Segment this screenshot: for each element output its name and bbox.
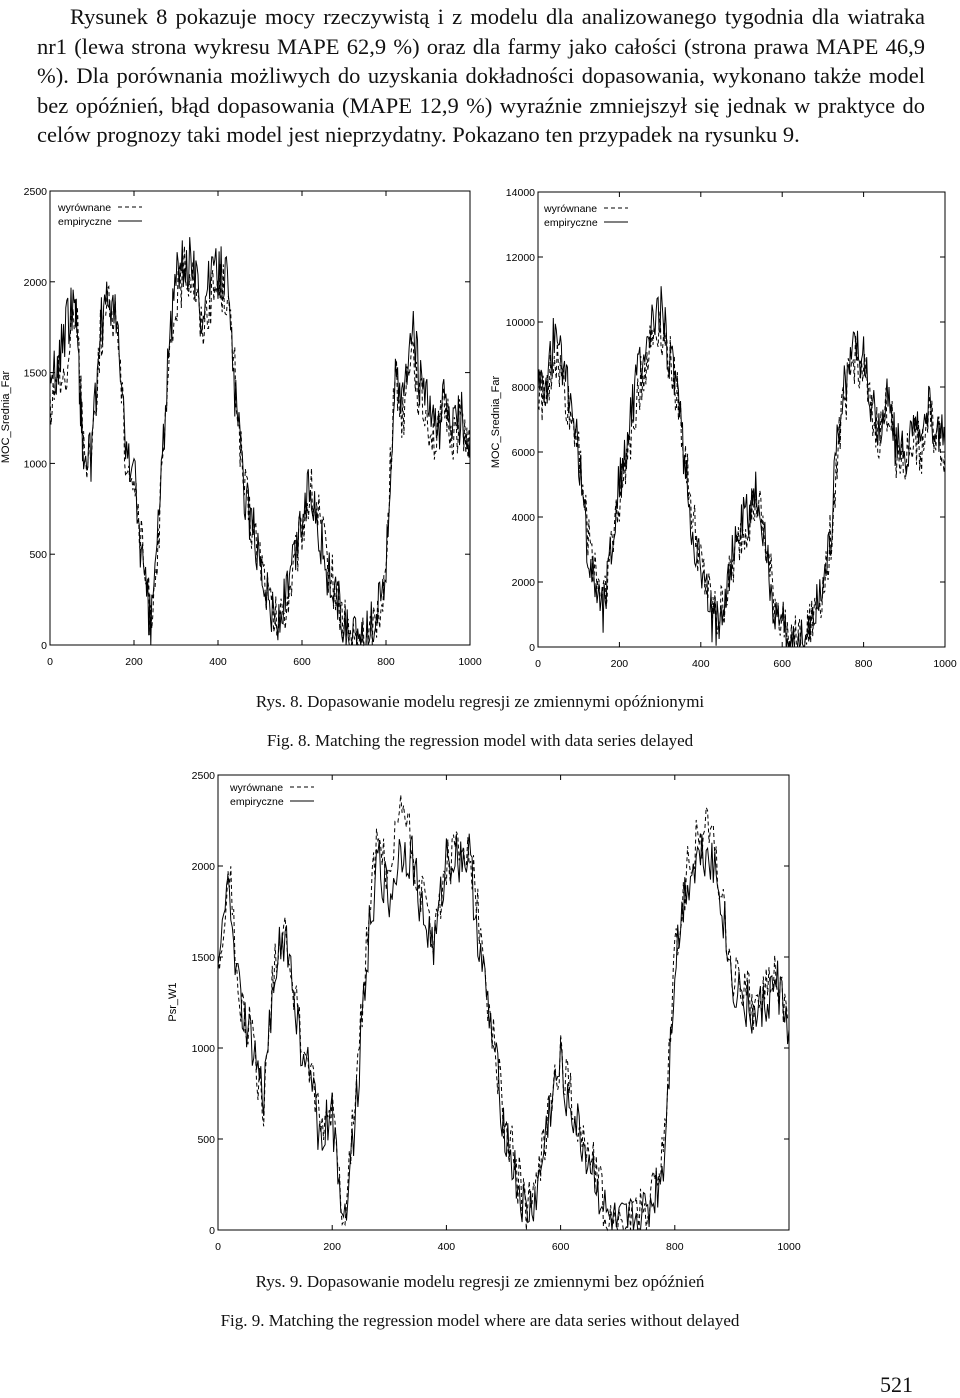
x-tick-label: 400 bbox=[209, 656, 227, 668]
x-tick-label: 800 bbox=[666, 1241, 684, 1253]
y-tick-label: 4000 bbox=[512, 512, 536, 524]
y-tick-label: 0 bbox=[41, 640, 47, 652]
x-tick-label: 1000 bbox=[933, 658, 957, 670]
plot-frame bbox=[537, 191, 946, 648]
series-wyrownane-line bbox=[217, 794, 790, 1232]
x-tick-label: 800 bbox=[377, 656, 395, 668]
y-tick-label: 0 bbox=[529, 642, 535, 654]
y-tick-label: 2500 bbox=[24, 186, 48, 198]
legend-label: empiryczne bbox=[58, 216, 112, 228]
y-axis-label: MOC_Srednia_Far bbox=[0, 371, 12, 464]
series-empiryczne-line bbox=[49, 237, 471, 646]
legend-label: wyrównane bbox=[57, 202, 111, 214]
x-tick-label: 0 bbox=[535, 658, 541, 670]
legend-label: wyrównane bbox=[543, 203, 597, 215]
y-tick-label: 500 bbox=[197, 1134, 215, 1146]
legend-label: empiryczne bbox=[230, 796, 284, 808]
y-tick-label: 2500 bbox=[192, 770, 216, 782]
x-tick-label: 1000 bbox=[777, 1241, 801, 1253]
x-tick-label: 600 bbox=[552, 1241, 570, 1253]
x-tick-label: 200 bbox=[125, 656, 143, 668]
y-tick-label: 12000 bbox=[506, 252, 535, 264]
y-tick-label: 2000 bbox=[24, 277, 48, 289]
y-tick-label: 1000 bbox=[192, 1043, 216, 1055]
body-text: Rysunek 8 pokazuje mocy rzeczywistą i z … bbox=[37, 4, 925, 147]
y-tick-label: 2000 bbox=[512, 577, 536, 589]
x-tick-label: 600 bbox=[773, 658, 791, 670]
y-tick-label: 0 bbox=[209, 1225, 215, 1237]
y-tick-label: 10000 bbox=[506, 317, 535, 329]
x-tick-label: 400 bbox=[692, 658, 710, 670]
x-tick-label: 0 bbox=[47, 656, 53, 668]
y-tick-label: 8000 bbox=[512, 382, 536, 394]
y-axis-label: Psr_W1 bbox=[167, 982, 179, 1021]
x-tick-label: 600 bbox=[293, 656, 311, 668]
plot-frame bbox=[49, 190, 471, 646]
x-tick-label: 1000 bbox=[458, 656, 482, 668]
x-tick-label: 200 bbox=[323, 1241, 341, 1253]
fig8-caption-pl: Rys. 8. Dopasowanie modelu regresji ze z… bbox=[255, 692, 705, 711]
plot-frame bbox=[217, 774, 790, 1231]
page-number: 521 bbox=[880, 1372, 913, 1397]
fig9-caption-en: Fig. 9. Matching the regression model wh… bbox=[220, 1311, 740, 1330]
legend-label: wyrównane bbox=[229, 782, 283, 794]
y-axis-label: MOC_Srednia_Far bbox=[490, 376, 502, 469]
legend-label: empiryczne bbox=[544, 217, 598, 229]
body-paragraph: Rysunek 8 pokazuje mocy rzeczywistą i z … bbox=[37, 2, 925, 150]
fig8-caption-en: Fig. 8. Matching the regression model wi… bbox=[266, 731, 694, 750]
y-tick-label: 1000 bbox=[24, 458, 48, 470]
y-tick-label: 14000 bbox=[506, 187, 535, 199]
y-tick-label: 500 bbox=[29, 549, 47, 561]
y-tick-label: 2000 bbox=[192, 861, 216, 873]
x-tick-label: 0 bbox=[215, 1241, 221, 1253]
y-tick-label: 6000 bbox=[512, 447, 536, 459]
x-tick-label: 200 bbox=[611, 658, 629, 670]
y-tick-label: 1500 bbox=[24, 368, 48, 380]
x-tick-label: 800 bbox=[855, 658, 873, 670]
series-wyrownane-line bbox=[537, 311, 946, 648]
series-empiryczne-line bbox=[537, 286, 946, 648]
x-tick-label: 400 bbox=[438, 1241, 456, 1253]
fig9-caption-pl: Rys. 9. Dopasowanie modelu regresji ze z… bbox=[255, 1272, 705, 1291]
y-tick-label: 1500 bbox=[192, 952, 216, 964]
series-empiryczne-line bbox=[217, 833, 790, 1231]
